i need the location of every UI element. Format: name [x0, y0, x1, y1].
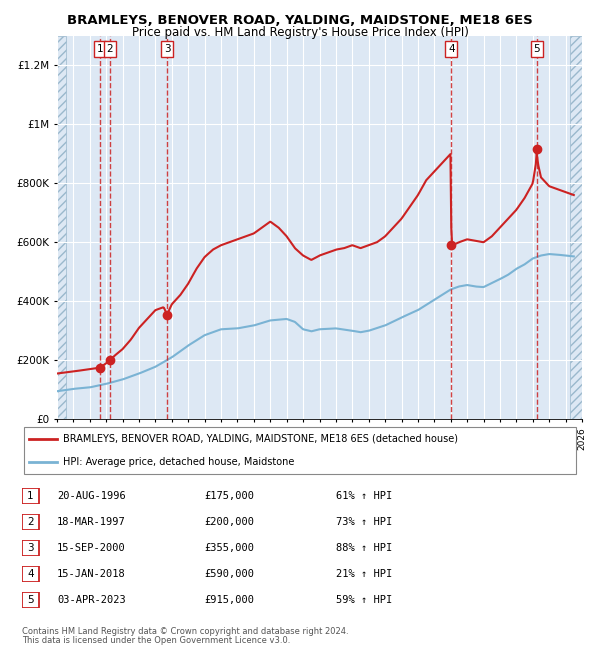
Text: 59% ↑ HPI: 59% ↑ HPI	[336, 595, 392, 605]
Text: Price paid vs. HM Land Registry's House Price Index (HPI): Price paid vs. HM Land Registry's House …	[131, 26, 469, 39]
Text: 18-MAR-1997: 18-MAR-1997	[57, 517, 126, 527]
Text: 1: 1	[27, 491, 34, 501]
Text: 3: 3	[27, 543, 34, 553]
FancyBboxPatch shape	[23, 592, 39, 608]
FancyBboxPatch shape	[23, 514, 39, 530]
Text: This data is licensed under the Open Government Licence v3.0.: This data is licensed under the Open Gov…	[22, 636, 290, 645]
Text: 4: 4	[448, 44, 455, 54]
FancyBboxPatch shape	[23, 488, 39, 504]
Text: BRAMLEYS, BENOVER ROAD, YALDING, MAIDSTONE, ME18 6ES (detached house): BRAMLEYS, BENOVER ROAD, YALDING, MAIDSTO…	[63, 434, 458, 444]
Text: 88% ↑ HPI: 88% ↑ HPI	[336, 543, 392, 553]
Text: 3: 3	[164, 44, 170, 54]
Text: Contains HM Land Registry data © Crown copyright and database right 2024.: Contains HM Land Registry data © Crown c…	[22, 627, 348, 636]
Text: 15-JAN-2018: 15-JAN-2018	[57, 569, 126, 579]
Text: 61% ↑ HPI: 61% ↑ HPI	[336, 491, 392, 501]
Text: 21% ↑ HPI: 21% ↑ HPI	[336, 569, 392, 579]
Text: BRAMLEYS, BENOVER ROAD, YALDING, MAIDSTONE, ME18 6ES: BRAMLEYS, BENOVER ROAD, YALDING, MAIDSTO…	[67, 14, 533, 27]
Text: £355,000: £355,000	[204, 543, 254, 553]
Text: 20-AUG-1996: 20-AUG-1996	[57, 491, 126, 501]
FancyBboxPatch shape	[23, 566, 39, 582]
Bar	[569, 36, 582, 419]
FancyBboxPatch shape	[24, 427, 575, 474]
Text: 5: 5	[533, 44, 540, 54]
Text: 4: 4	[27, 569, 34, 579]
Text: 73% ↑ HPI: 73% ↑ HPI	[336, 517, 392, 527]
Text: 1: 1	[97, 44, 103, 54]
Bar	[57, 36, 66, 419]
Text: 15-SEP-2000: 15-SEP-2000	[57, 543, 126, 553]
Text: 2: 2	[106, 44, 113, 54]
FancyBboxPatch shape	[23, 540, 39, 556]
Text: 03-APR-2023: 03-APR-2023	[57, 595, 126, 605]
Text: £915,000: £915,000	[204, 595, 254, 605]
Text: £200,000: £200,000	[204, 517, 254, 527]
Text: £175,000: £175,000	[204, 491, 254, 501]
Text: 2: 2	[27, 517, 34, 527]
Text: HPI: Average price, detached house, Maidstone: HPI: Average price, detached house, Maid…	[63, 457, 294, 467]
Text: £590,000: £590,000	[204, 569, 254, 579]
Text: 5: 5	[27, 595, 34, 605]
